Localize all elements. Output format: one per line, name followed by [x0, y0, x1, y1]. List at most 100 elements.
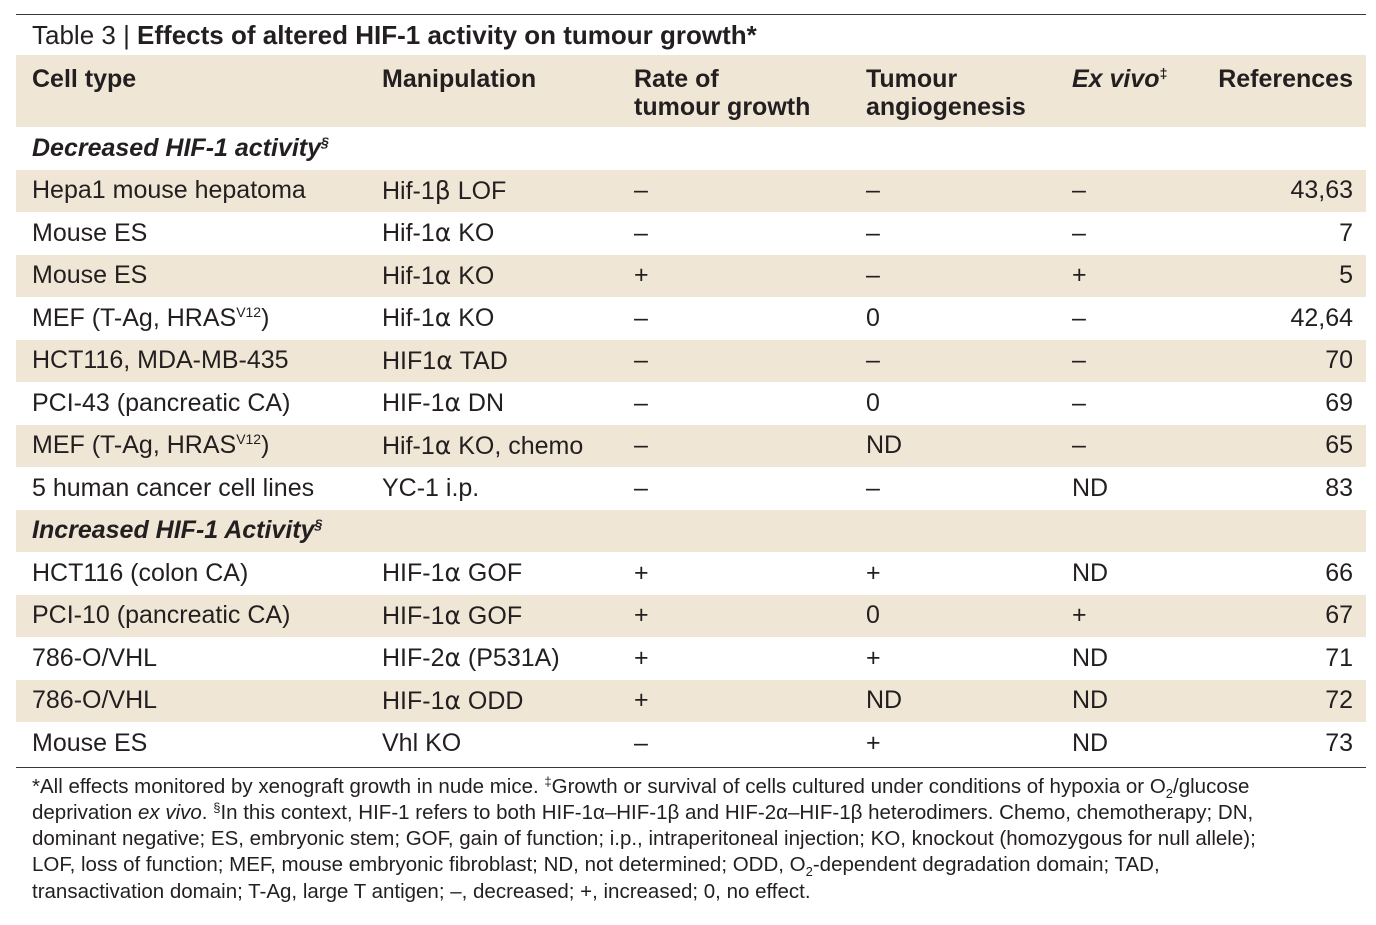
- footnote-line-5: transactivation domain; T-Ag, large T an…: [32, 879, 811, 903]
- angiogenesis: 0: [866, 303, 880, 332]
- footnote-text: *All effects monitored by xenograft grow…: [32, 774, 545, 798]
- cell-type-text: MEF (T-Ag, HRAS: [32, 303, 237, 332]
- cell-type-text: 5 human cancer cell lines: [32, 473, 315, 502]
- rate-of-growth: +: [634, 686, 649, 715]
- manipulation: Hif-1α KO, chemo: [382, 425, 634, 468]
- cell-type-text: PCI-43 (pancreatic CA): [32, 388, 291, 417]
- references: 7: [1339, 218, 1353, 247]
- angiogenesis: –: [866, 261, 880, 290]
- greek-symbol: α: [434, 430, 452, 460]
- table-footnote: *All effects monitored by xenograft grow…: [16, 768, 1366, 905]
- manipulation-suffix: DN: [460, 389, 505, 418]
- top-rule: [16, 14, 1366, 15]
- cell-type: Mouse ES: [16, 212, 382, 255]
- ex-vivo: +: [1072, 261, 1087, 290]
- ex-vivo: +: [1072, 601, 1087, 630]
- header-rate-line1: Rate of: [634, 65, 719, 93]
- manipulation: Hif-1α KO: [382, 297, 634, 340]
- manipulation: HIF-1α GOF: [382, 552, 634, 595]
- cell-type: 786-O/VHL: [16, 637, 382, 680]
- angiogenesis: 0: [866, 601, 880, 630]
- rate-of-growth: –: [634, 473, 648, 502]
- greek-symbol: α: [434, 303, 452, 333]
- rate-of-growth: –: [634, 346, 648, 375]
- references: 66: [1325, 558, 1353, 587]
- rate-of-growth: +: [634, 643, 649, 672]
- ex-vivo: –: [1072, 431, 1086, 460]
- footnote-line-4: LOF, loss of function; MEF, mouse embryo…: [32, 852, 1350, 878]
- table-caption: Table 3 | Effects of altered HIF-1 activ…: [16, 15, 1366, 55]
- section-title-text: Decreased HIF-1 activity: [32, 133, 322, 162]
- table-row: MEF (T-Ag, HRASV12) Hif-1α KO, chemo – ND –6…: [16, 424, 1366, 468]
- footnote-text: deprivation: [32, 800, 138, 824]
- greek-symbol: α: [444, 643, 461, 673]
- cell-type-text: MEF (T-Ag, HRAS: [32, 431, 237, 460]
- section-header-row: Decreased HIF-1 activity§: [16, 127, 1366, 170]
- ex-vivo: ND: [1072, 558, 1109, 587]
- bottom-rule: [16, 766, 1366, 768]
- references: 67: [1325, 601, 1353, 630]
- manipulation-text: HIF-1: [382, 601, 445, 630]
- references: 83: [1325, 473, 1353, 502]
- manipulation: HIF-2α (P531A): [382, 637, 634, 680]
- cell-type-text: HCT116, MDA-MB-435: [32, 346, 289, 375]
- manipulation-suffix: KO: [451, 304, 495, 333]
- cell-type: Mouse ES: [16, 255, 382, 298]
- manipulation-text: HIF-1: [382, 686, 445, 715]
- cell-type-text: Mouse ES: [32, 218, 148, 247]
- angiogenesis: ND: [866, 431, 903, 460]
- cell-type: MEF (T-Ag, HRASV12): [16, 425, 382, 468]
- cell-type-text: Mouse ES: [32, 261, 148, 290]
- manipulation-text: Hif-1: [382, 219, 435, 248]
- manipulation-suffix: KO: [451, 261, 495, 290]
- footnote-text: -dependent degradation domain; TAD,: [812, 853, 1160, 877]
- manipulation-suffix: (P531A): [460, 644, 560, 673]
- angiogenesis: 0: [866, 388, 880, 417]
- header-rate: Rate of tumour growth: [634, 55, 866, 127]
- cell-type-superscript: V12: [236, 303, 262, 320]
- manipulation: Vhl KO: [382, 722, 634, 765]
- table-row: PCI-10 (pancreatic CA) HIF-1α GOF +0 +67: [16, 594, 1366, 637]
- cell-type: HCT116, MDA-MB-435: [16, 340, 382, 383]
- table-row: HCT116 (colon CA) HIF-1α GOF + + ND 66: [16, 552, 1366, 595]
- header-references: References: [1218, 65, 1353, 93]
- cell-type: 5 human cancer cell lines: [16, 467, 382, 510]
- manipulation-suffix: GOF: [460, 559, 523, 588]
- header-angio-line2: angiogenesis: [866, 93, 1026, 121]
- footnote-subscript: 2: [1165, 785, 1174, 801]
- angiogenesis: –: [866, 473, 880, 502]
- cell-type-text: HCT116 (colon CA): [32, 558, 249, 587]
- manipulation: HIF1α TAD: [382, 340, 634, 383]
- header-exvivo: Ex vivo‡: [1072, 55, 1212, 127]
- section-title-text: Increased HIF-1 Activity: [32, 516, 315, 545]
- rate-of-growth: –: [634, 303, 648, 332]
- manipulation: Hif-1α KO: [382, 255, 634, 298]
- data-table: Cell type Manipulation Rate of tumour gro…: [16, 55, 1366, 765]
- manipulation-text: HIF-2: [382, 644, 445, 673]
- angiogenesis: –: [866, 218, 880, 247]
- cell-type: PCI-43 (pancreatic CA): [16, 382, 382, 425]
- manipulation-text: HIF1: [382, 346, 437, 375]
- header-rate-line2: tumour growth: [634, 93, 811, 121]
- cell-type: Hepa1 mouse hepatoma: [16, 170, 382, 213]
- manipulation-text: YC-1 i.p.: [382, 473, 480, 502]
- references: 73: [1325, 728, 1353, 757]
- cell-type: MEF (T-Ag, HRASV12): [16, 297, 382, 340]
- footnote-italic: ex vivo: [137, 800, 202, 824]
- rate-of-growth: –: [634, 218, 648, 247]
- footnote-text: LOF, loss of function; MEF, mouse embryo…: [32, 853, 806, 877]
- rate-of-growth: +: [634, 601, 649, 630]
- rate-of-growth: –: [634, 176, 648, 205]
- manipulation-suffix: ODD: [460, 686, 524, 715]
- manipulation-text: Hif-1: [382, 176, 435, 205]
- angiogenesis: +: [866, 728, 881, 757]
- manipulation: HIF-1α DN: [382, 382, 634, 425]
- table-title: Effects of altered HIF-1 activity on tum…: [137, 20, 757, 50]
- ex-vivo: –: [1072, 346, 1086, 375]
- section-mark: §: [314, 516, 323, 533]
- footnote-mark: ‡: [544, 773, 552, 789]
- header-exvivo-label: Ex vivo: [1072, 65, 1160, 93]
- table-body: Decreased HIF-1 activity§ Hepa1 mouse hep…: [16, 127, 1366, 765]
- table-row: MEF (T-Ag, HRASV12) Hif-1α KO –0–42,64: [16, 297, 1366, 340]
- header-exvivo-mark: ‡: [1159, 65, 1168, 81]
